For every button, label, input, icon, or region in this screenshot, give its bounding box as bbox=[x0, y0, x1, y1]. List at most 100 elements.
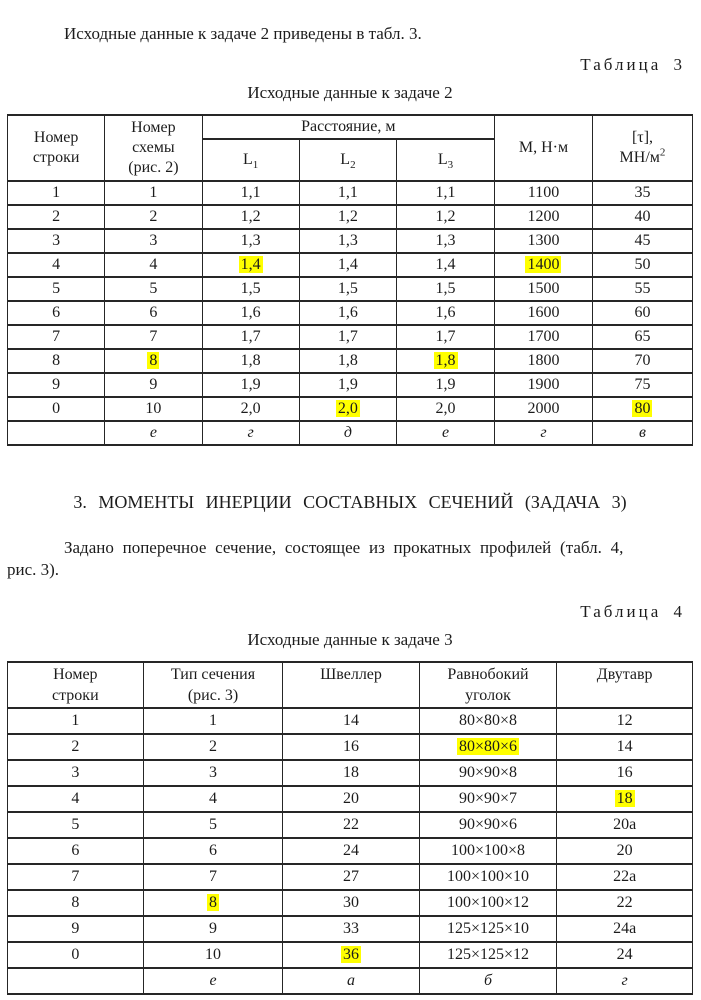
highlighted-value: 18 bbox=[614, 790, 635, 807]
cell: 1400 bbox=[494, 252, 593, 278]
col-header-l1: L1 bbox=[201, 138, 300, 182]
cell: 1,2 bbox=[201, 204, 300, 230]
cell: 65 bbox=[591, 324, 694, 350]
cell: б bbox=[418, 967, 558, 995]
cell: 2 bbox=[104, 204, 203, 230]
table-row: 5 5 22 90×90×6 20а bbox=[7, 811, 693, 839]
cell: 1,3 bbox=[396, 228, 496, 254]
cell: 80×80×6 bbox=[418, 733, 558, 761]
cell: 20 bbox=[282, 785, 420, 813]
table-row: 0 10 2,0 2,0 2,0 2000 80 bbox=[6, 396, 694, 422]
cell: 7 bbox=[104, 324, 203, 350]
cell: 9 bbox=[142, 915, 284, 943]
cell: 1,9 bbox=[298, 372, 398, 398]
cell: 60 bbox=[591, 300, 694, 326]
cell: е bbox=[396, 420, 496, 446]
col-header-tau: [τ], МН/м2 bbox=[591, 114, 694, 182]
cell: 8 bbox=[7, 889, 144, 917]
table4-body: 1 1 14 80×80×8 12 2 2 16 80×80×6 14 3 3 18 90×90×8 16 4… bbox=[7, 707, 693, 995]
header-line: уголок bbox=[465, 687, 511, 704]
highlighted-value: 36 bbox=[341, 946, 362, 963]
table4-header-row: Номер строки Тип сечения (рис. 3) Швеллер … bbox=[7, 661, 693, 709]
cell: 100×100×10 bbox=[418, 863, 558, 891]
highlighted-value: 1400 bbox=[525, 256, 562, 273]
highlighted-value: 2,0 bbox=[335, 400, 360, 417]
cell: 3 bbox=[104, 228, 203, 254]
cell: г bbox=[201, 420, 300, 446]
cell: г bbox=[494, 420, 593, 446]
table-row: 6 6 24 100×100×8 20 bbox=[7, 837, 693, 865]
cell: 1,8 bbox=[396, 348, 496, 374]
col-header-scheme-number: Номер схемы (рис. 2) bbox=[104, 114, 203, 182]
cell: 9 bbox=[7, 915, 144, 943]
col-header-l2: L2 bbox=[298, 138, 398, 182]
table-row: 9 9 33 125×125×10 24а bbox=[7, 915, 693, 943]
col-header-distance-group: Расстояние, м bbox=[201, 114, 496, 140]
cell: 2000 bbox=[494, 396, 593, 422]
cell: 5 bbox=[6, 276, 106, 302]
cell: 1,5 bbox=[396, 276, 496, 302]
cell: 1,7 bbox=[201, 324, 300, 350]
table-row: 4 4 1,4 1,4 1,4 1400 50 bbox=[6, 252, 694, 278]
cell: 3 bbox=[7, 759, 144, 787]
cell: 1,1 bbox=[201, 180, 300, 206]
table3-header-row-2: L1 L2 L3 bbox=[8, 138, 693, 182]
cell: 18 bbox=[282, 759, 420, 787]
table-row: 5 5 1,5 1,5 1,5 1500 55 bbox=[6, 276, 694, 302]
cell: 35 bbox=[591, 180, 694, 206]
cell: 2,0 bbox=[298, 396, 398, 422]
cell: 20а bbox=[556, 811, 693, 839]
cell: 36 bbox=[282, 941, 420, 969]
col-header-moment: М, Н·м bbox=[494, 114, 593, 182]
cell: 1 bbox=[6, 180, 106, 206]
cell: 14 bbox=[282, 707, 420, 735]
cell: 1,6 bbox=[396, 300, 496, 326]
cell: 1900 bbox=[494, 372, 593, 398]
cell: 24 bbox=[282, 837, 420, 865]
cell: 1,7 bbox=[396, 324, 496, 350]
cell: 1700 bbox=[494, 324, 593, 350]
cell: 1600 bbox=[494, 300, 593, 326]
table-row: 1 1 1,1 1,1 1,1 1100 35 bbox=[6, 180, 694, 206]
cell: 1 bbox=[7, 707, 144, 735]
table3-caption: Исходные данные к задаче 2 bbox=[247, 83, 453, 102]
table-row: 7 7 1,7 1,7 1,7 1700 65 bbox=[6, 324, 694, 350]
cell: 50 bbox=[591, 252, 694, 278]
header-line: схемы bbox=[132, 139, 175, 156]
table-row: 7 7 27 100×100×10 22а bbox=[7, 863, 693, 891]
section-paragraph: Задано поперечное сечение, состоящее из … bbox=[7, 537, 693, 581]
table3: Номер строки Номер схемы (рис. 2) Расстояни… bbox=[6, 114, 694, 446]
cell: 4 bbox=[7, 785, 144, 813]
table3-label: Таблица 3 bbox=[580, 55, 685, 74]
table3-head: Номер строки Номер схемы (рис. 2) Расстояни… bbox=[6, 114, 694, 182]
cell: 55 bbox=[591, 276, 694, 302]
cell: 1,2 bbox=[298, 204, 398, 230]
cell: 33 bbox=[282, 915, 420, 943]
paragraph-line: рис. 3). bbox=[7, 560, 60, 579]
cell: 1,7 bbox=[298, 324, 398, 350]
subscript: 3 bbox=[447, 159, 454, 172]
col-header-row-number: Номер строки bbox=[6, 114, 106, 182]
cell: 24 bbox=[556, 941, 693, 969]
header-line: (рис. 2) bbox=[128, 159, 179, 176]
cell: 1,5 bbox=[201, 276, 300, 302]
cell: 100×100×8 bbox=[418, 837, 558, 865]
cell: 8 bbox=[104, 348, 203, 374]
cell: 7 bbox=[6, 324, 106, 350]
cell: 1,9 bbox=[396, 372, 496, 398]
cell: 1300 bbox=[494, 228, 593, 254]
cell: 5 bbox=[7, 811, 144, 839]
cell: 14 bbox=[556, 733, 693, 761]
cell: 6 bbox=[104, 300, 203, 326]
header-line: Равнобокий bbox=[447, 666, 529, 683]
cell: 2,0 bbox=[201, 396, 300, 422]
cell: 6 bbox=[7, 837, 144, 865]
highlighted-value: 1,8 bbox=[433, 352, 458, 369]
cell: 1 bbox=[142, 707, 284, 735]
intro-paragraph: Исходные данные к задаче 2 приведены в т… bbox=[64, 24, 422, 43]
cell: 1,2 bbox=[396, 204, 496, 230]
highlighted-value: 80 bbox=[632, 400, 653, 417]
cell: 1500 bbox=[494, 276, 593, 302]
col-header-angle: Равнобокий уголок bbox=[418, 661, 558, 709]
table-row: 2 2 16 80×80×6 14 bbox=[7, 733, 693, 761]
